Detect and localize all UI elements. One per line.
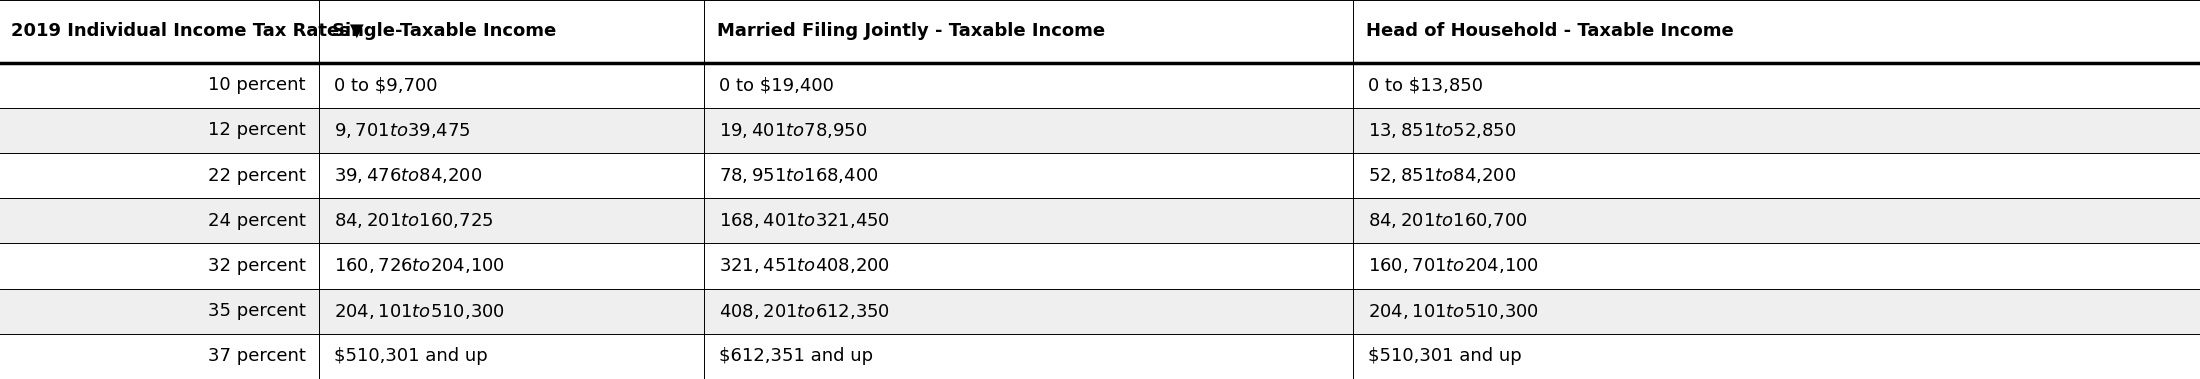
Bar xyxy=(0,243,2200,288)
Bar xyxy=(0,63,2200,108)
Text: $408,201 to $612,350: $408,201 to $612,350 xyxy=(719,302,891,321)
Text: $84,201 to $160,725: $84,201 to $160,725 xyxy=(334,211,493,230)
Text: 22 percent: 22 percent xyxy=(209,166,306,185)
Text: Single-Taxable Income: Single-Taxable Income xyxy=(332,22,557,40)
Text: $13,851 to $52,850: $13,851 to $52,850 xyxy=(1368,121,1516,140)
Text: 32 percent: 32 percent xyxy=(209,257,306,275)
Text: $9,701 to $39,475: $9,701 to $39,475 xyxy=(334,121,471,140)
Text: $39,476 to $84,200: $39,476 to $84,200 xyxy=(334,166,482,185)
Text: $84,201 to $160,700: $84,201 to $160,700 xyxy=(1368,211,1529,230)
Text: 12 percent: 12 percent xyxy=(209,121,306,139)
Text: 37 percent: 37 percent xyxy=(209,348,306,365)
Text: $612,351 and up: $612,351 and up xyxy=(719,348,873,365)
Text: 0 to $9,700: 0 to $9,700 xyxy=(334,76,438,94)
Text: Married Filing Jointly - Taxable Income: Married Filing Jointly - Taxable Income xyxy=(717,22,1104,40)
Text: 35 percent: 35 percent xyxy=(209,302,306,320)
Bar xyxy=(0,0,2200,63)
Bar xyxy=(0,334,2200,379)
Text: $160,726 to $204,100: $160,726 to $204,100 xyxy=(334,257,506,276)
Bar xyxy=(0,288,2200,334)
Text: $52,851 to $84,200: $52,851 to $84,200 xyxy=(1368,166,1516,185)
Text: 10 percent: 10 percent xyxy=(209,76,306,94)
Bar xyxy=(0,198,2200,243)
Text: 2019 Individual Income Tax Rates▼: 2019 Individual Income Tax Rates▼ xyxy=(11,22,363,40)
Text: $168,401 to $321,450: $168,401 to $321,450 xyxy=(719,211,891,230)
Text: 0 to $13,850: 0 to $13,850 xyxy=(1368,76,1483,94)
Text: $204,101 to $510,300: $204,101 to $510,300 xyxy=(334,302,506,321)
Text: $321,451 to $408,200: $321,451 to $408,200 xyxy=(719,257,891,276)
Bar xyxy=(0,108,2200,153)
Text: $78,951 to $168,400: $78,951 to $168,400 xyxy=(719,166,880,185)
Text: $510,301 and up: $510,301 and up xyxy=(1368,348,1522,365)
Text: Head of Household - Taxable Income: Head of Household - Taxable Income xyxy=(1366,22,1734,40)
Text: $160,701 to $204,100: $160,701 to $204,100 xyxy=(1368,257,1540,276)
Text: $19,401 to $78,950: $19,401 to $78,950 xyxy=(719,121,867,140)
Text: $204,101 to $510,300: $204,101 to $510,300 xyxy=(1368,302,1540,321)
Text: 24 percent: 24 percent xyxy=(209,212,306,230)
Text: $510,301 and up: $510,301 and up xyxy=(334,348,488,365)
Bar xyxy=(0,153,2200,198)
Text: 0 to $19,400: 0 to $19,400 xyxy=(719,76,834,94)
